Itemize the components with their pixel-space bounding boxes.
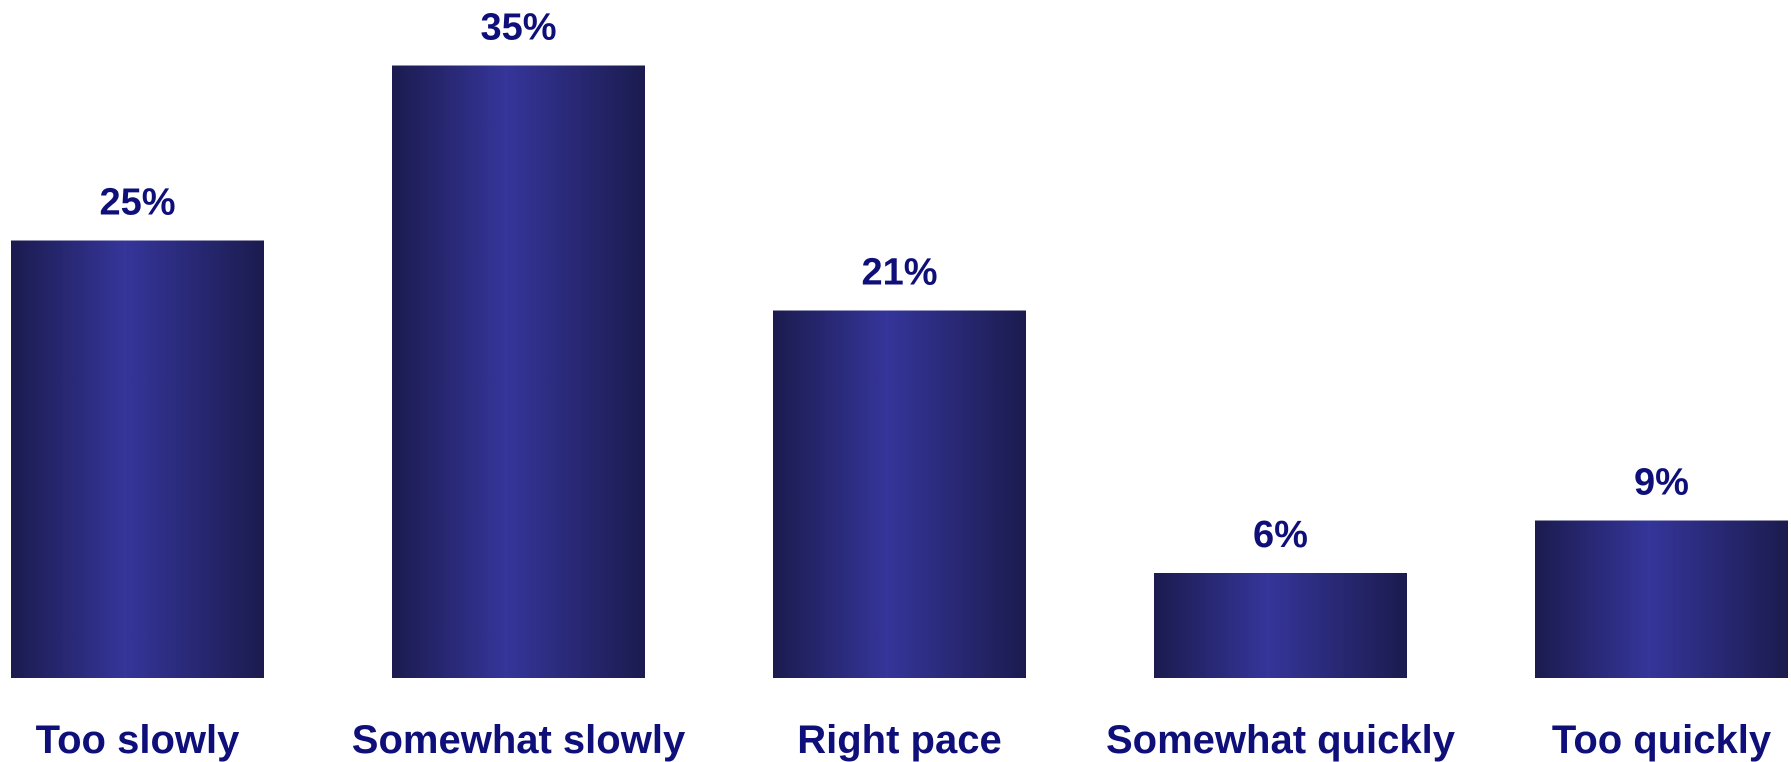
- bar-somewhat-slowly: [392, 65, 645, 678]
- bar-right-pace: [773, 310, 1026, 678]
- bar-too-slowly: [11, 240, 264, 678]
- category-label-too-quickly: Too quickly: [1552, 718, 1772, 762]
- value-label-somewhat-slowly: 35%: [480, 7, 556, 49]
- value-labels-group: 25% 35% 21% 6% 9%: [99, 7, 1688, 557]
- value-label-right-pace: 21%: [861, 252, 937, 294]
- category-label-too-slowly: Too slowly: [36, 718, 240, 762]
- value-label-too-slowly: 25%: [99, 182, 175, 224]
- category-label-right-pace: Right pace: [797, 718, 1001, 762]
- value-label-somewhat-quickly: 6%: [1253, 514, 1308, 556]
- category-labels-group: Too slowly Somewhat slowly Right pace Somew…: [36, 718, 1772, 762]
- value-label-too-quickly: 9%: [1634, 462, 1689, 504]
- bar-too-quickly: [1535, 520, 1788, 678]
- bars-group: [11, 65, 1788, 678]
- category-label-somewhat-quickly: Somewhat quickly: [1106, 718, 1456, 762]
- category-label-somewhat-slowly: Somewhat slowly: [352, 718, 686, 762]
- bar-somewhat-quickly: [1154, 573, 1407, 678]
